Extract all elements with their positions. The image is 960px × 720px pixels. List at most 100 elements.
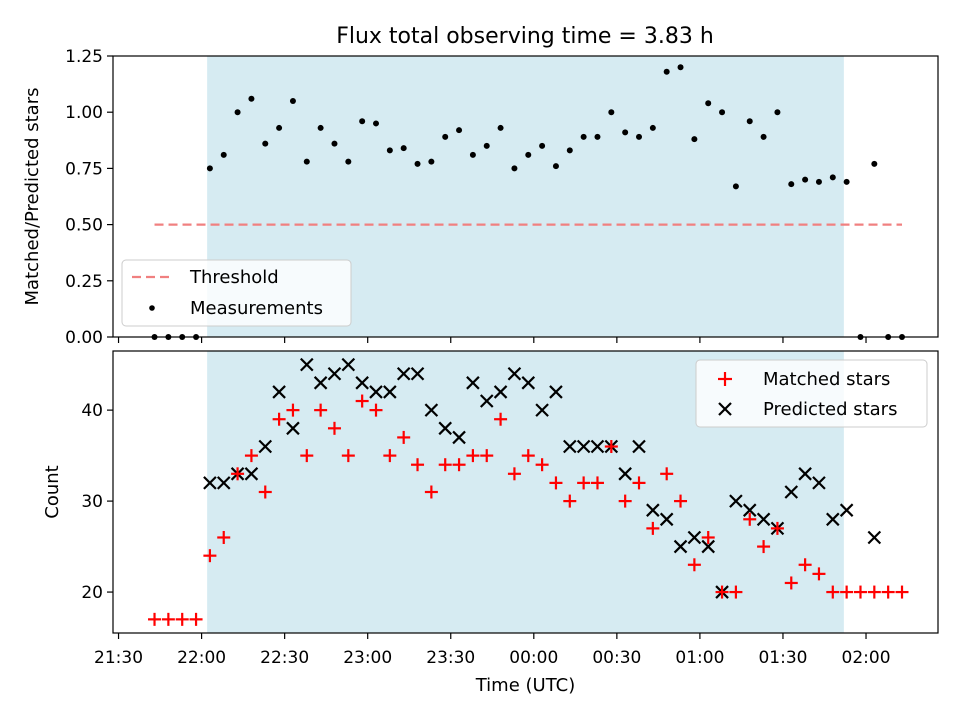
measurement-point xyxy=(511,165,518,172)
matched-star-point xyxy=(590,476,604,490)
matched-star-point xyxy=(535,458,549,472)
ratio-y-tick-label: 0.25 xyxy=(65,272,103,292)
ratio-panel-frame xyxy=(112,55,939,338)
measurement-point xyxy=(719,109,726,116)
predicted-star-point xyxy=(313,376,328,390)
matched-star-point xyxy=(826,585,840,599)
predicted-star-point xyxy=(784,485,799,499)
legend-predicted-swatch xyxy=(718,402,732,416)
predicted-star-point xyxy=(590,439,605,454)
measurement-point xyxy=(539,142,546,149)
matched-star-point xyxy=(369,403,383,417)
matched-star-point xyxy=(161,612,175,626)
matched-star-point xyxy=(784,576,798,590)
measurement-point xyxy=(843,178,850,185)
matched-star-point xyxy=(701,530,715,544)
matched-star-point xyxy=(770,521,784,535)
ratio-legend: Threshold Measurements xyxy=(121,259,352,327)
measurement-point xyxy=(386,147,393,154)
matched-star-point xyxy=(867,585,881,599)
matched-star-point xyxy=(895,585,909,599)
ratio-y-tick-label: 0.50 xyxy=(65,216,103,236)
matched-star-point xyxy=(175,612,189,626)
matched-star-point xyxy=(217,530,231,544)
matched-star-point xyxy=(189,612,203,626)
matched-star-point xyxy=(881,585,895,599)
measurement-point xyxy=(303,158,310,165)
matched-star-point xyxy=(840,585,854,599)
measurement-point xyxy=(732,183,739,190)
predicted-star-point xyxy=(812,476,826,490)
measurement-point xyxy=(552,163,559,170)
predicted-star-point xyxy=(839,503,854,517)
count-panel-frame xyxy=(112,350,939,634)
predicted-star-point xyxy=(632,439,646,454)
measurement-point xyxy=(566,147,573,154)
x-tick-label: 02:00 xyxy=(842,648,891,668)
measurement-point xyxy=(829,174,836,181)
x-tick-label: 01:30 xyxy=(758,648,807,668)
matched-star-point xyxy=(715,585,729,599)
predicted-star-point xyxy=(216,476,231,490)
ratio-panel: 0.00 0.25 0.50 0.75 1.00 1.25 Matched/Predict… xyxy=(22,47,939,348)
matched-star-point xyxy=(314,403,328,417)
measurement-point xyxy=(663,68,670,75)
x-tick-label: 00:00 xyxy=(509,648,558,668)
matched-star-point xyxy=(148,612,162,626)
predicted-star-point xyxy=(286,421,300,436)
ratio-y-tick-label: 1.25 xyxy=(65,47,103,67)
ratio-y-tick-label: 1.00 xyxy=(65,103,103,123)
predicted-star-point xyxy=(410,366,425,381)
measurement-point xyxy=(760,133,767,140)
measurement-point xyxy=(525,151,532,158)
predicted-star-point xyxy=(258,439,273,454)
chart-title: Flux total observing time = 3.83 h xyxy=(336,24,714,49)
measurement-point xyxy=(580,133,587,140)
predicted-star-point xyxy=(203,476,217,490)
predicted-star-point xyxy=(826,512,840,527)
x-tick-label: 22:30 xyxy=(260,648,309,668)
x-axis-label: Time (UTC) xyxy=(475,675,576,696)
measurement-point xyxy=(456,127,463,134)
predicted-star-point xyxy=(300,357,314,372)
predicted-star-point xyxy=(493,385,508,399)
measurement-point xyxy=(788,181,795,188)
matched-star-point xyxy=(438,458,452,472)
matched-star-point xyxy=(480,449,494,463)
matched-star-point xyxy=(244,449,258,463)
predicted-star-point xyxy=(756,512,771,527)
matched-star-point xyxy=(231,467,245,481)
matched-star-point xyxy=(563,494,577,508)
predicted-star-point xyxy=(867,530,882,545)
x-tick-label: 23:00 xyxy=(343,648,392,668)
matched-star-point xyxy=(203,549,217,563)
x-tick-label: 22:00 xyxy=(177,648,226,668)
matched-star-point xyxy=(729,585,743,599)
legend-threshold-label: Threshold xyxy=(189,267,279,288)
predicted-star-point xyxy=(659,512,674,527)
x-tick-label: 23:30 xyxy=(426,648,475,668)
count-legend: Matched stars Predicted stars xyxy=(695,359,928,428)
measurement-point xyxy=(262,140,269,147)
predicted-star-point xyxy=(535,403,549,417)
matched-star-point xyxy=(383,449,397,463)
predicted-star-point xyxy=(424,403,439,417)
predicted-star-point xyxy=(576,439,591,454)
ratio-y-tick-label: 0.75 xyxy=(65,159,103,179)
legend-measurements-swatch xyxy=(149,305,155,311)
matched-star-point xyxy=(341,449,355,463)
measurement-point xyxy=(649,124,656,131)
measurement-point xyxy=(815,178,822,185)
predicted-star-point xyxy=(549,385,563,399)
measurement-point xyxy=(220,151,227,158)
measurement-point xyxy=(636,133,643,140)
predicted-star-point xyxy=(798,467,812,481)
matched-star-point xyxy=(521,449,535,463)
predicted-star-point xyxy=(687,530,702,545)
matched-star-point xyxy=(466,449,480,463)
matched-star-point xyxy=(452,458,466,472)
x-tick-label: 21:30 xyxy=(94,648,143,668)
matched-star-point xyxy=(411,458,425,472)
matched-star-point xyxy=(812,567,826,581)
predicted-star-point xyxy=(701,539,715,554)
